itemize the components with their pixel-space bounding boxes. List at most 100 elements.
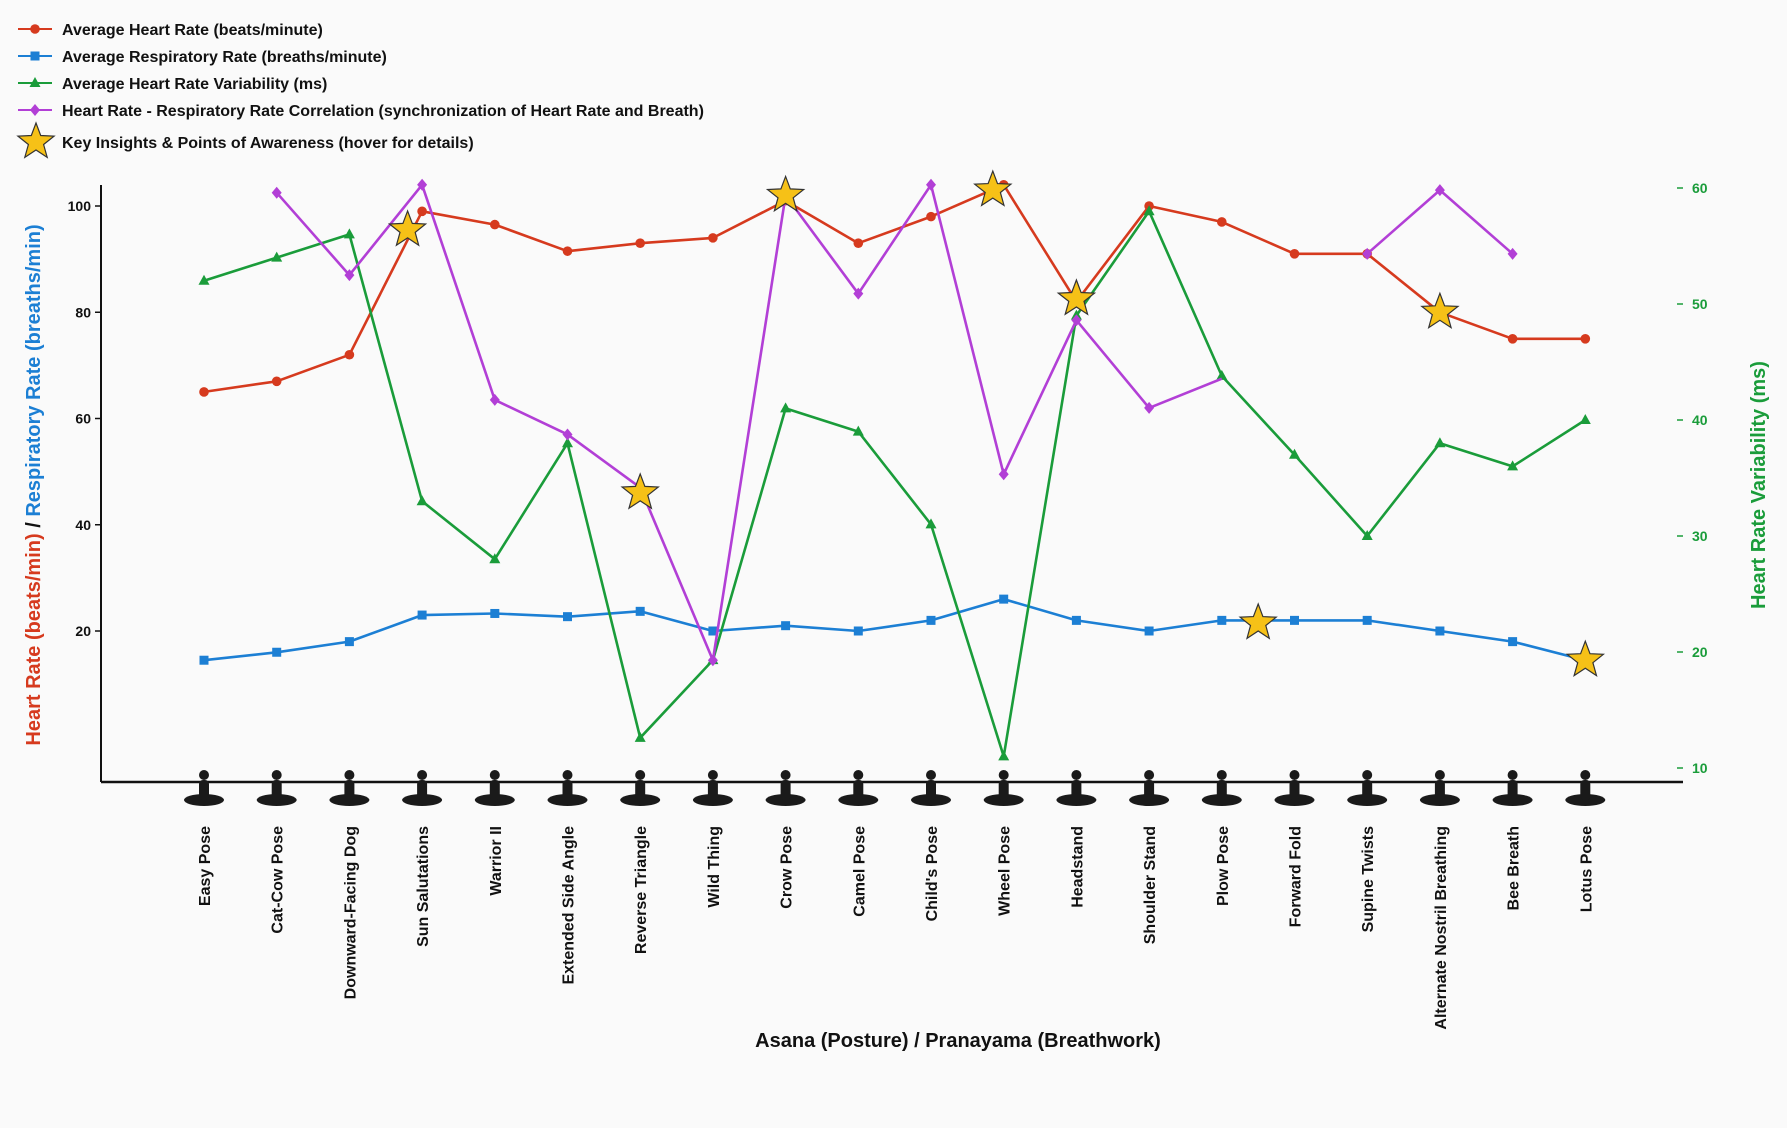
legend-label: Average Respiratory Rate (breaths/minute…	[62, 49, 387, 66]
data-point	[1290, 615, 1299, 625]
category-label: Wheel Pose	[997, 826, 1014, 916]
figure-body	[707, 780, 718, 800]
category-label: Supine Twists	[1360, 826, 1377, 932]
data-point	[1362, 615, 1372, 625]
pose-figure-icon	[911, 770, 951, 806]
figure-head	[1289, 770, 1300, 780]
left-tick-label: 60	[75, 411, 91, 427]
data-point	[1217, 217, 1227, 227]
data-point	[853, 626, 863, 636]
data-point	[999, 594, 1009, 604]
category-label: Bee Breath	[1506, 826, 1523, 910]
data-point	[563, 612, 572, 622]
figure-head	[1071, 770, 1082, 780]
data-point	[417, 178, 428, 191]
star-icon	[16, 121, 56, 159]
data-point	[1434, 437, 1446, 448]
pose-figure-icon	[1129, 770, 1170, 806]
data-point	[562, 437, 573, 448]
insight-star-icon	[1238, 602, 1278, 640]
figure-body	[926, 780, 936, 800]
legend-marker	[29, 77, 41, 87]
legend-label: Key Insights & Points of Awareness (hove…	[62, 135, 474, 152]
figure-body	[271, 780, 282, 800]
data-point	[489, 393, 500, 406]
data-point	[1507, 334, 1518, 344]
right-tick-label: 10	[1692, 760, 1708, 776]
data-point	[271, 251, 283, 262]
series-line	[203, 209, 1586, 758]
category-label: Extended Side Angle	[561, 826, 578, 985]
data-point	[199, 655, 209, 665]
legend-marker	[30, 104, 40, 116]
data-point	[781, 621, 791, 631]
pose-figure-icon	[692, 770, 733, 806]
figure-head	[998, 770, 1009, 780]
series-line	[203, 597, 1586, 662]
legend-item-heart-rate-respiratory-rate-co: Heart Rate - Respiratory Rate Correlatio…	[18, 103, 704, 120]
figure-body	[853, 780, 864, 800]
data-point	[1071, 314, 1082, 327]
category-label: Forward Fold	[1288, 826, 1305, 927]
series-average-heart-rate-variability	[198, 205, 1591, 761]
x-axis-title: Asana (Posture) / Pranayama (Breathwork)	[755, 1030, 1161, 1052]
figure-body	[1289, 780, 1300, 800]
right-y-axis-title: Heart Rate Variability (ms)	[1748, 361, 1770, 609]
legend-label: Average Heart Rate (beats/minute)	[62, 22, 323, 39]
data-point	[1507, 247, 1518, 260]
data-point	[1289, 448, 1300, 459]
figure-body	[998, 780, 1009, 800]
figure-head	[635, 770, 646, 780]
data-point	[1579, 414, 1591, 424]
left-tick-label: 100	[68, 198, 92, 214]
left-tick-label: 80	[75, 304, 91, 320]
category-label: Warrior II	[488, 826, 505, 896]
data-point	[1435, 626, 1445, 636]
series-heart-rate-respiratory-rate-co	[271, 178, 1518, 667]
data-point	[1144, 626, 1154, 636]
category-label: Cat-Cow Pose	[270, 826, 287, 934]
data-point	[998, 750, 1010, 761]
series-line	[275, 183, 1223, 662]
figure-body	[417, 780, 428, 800]
insight-star-icon	[620, 472, 660, 510]
figure-head	[1580, 770, 1591, 780]
data-point	[926, 178, 936, 191]
data-point	[562, 428, 573, 441]
data-point	[998, 468, 1009, 481]
data-point	[926, 615, 936, 625]
pose-figure-icon	[1565, 770, 1606, 806]
data-point	[1144, 401, 1155, 414]
figure-body	[1216, 780, 1227, 800]
figure-body	[1071, 780, 1082, 800]
pose-figure-icon	[256, 770, 297, 806]
right-tick-label: 50	[1692, 296, 1708, 312]
series-average-respiratory-rate-breat	[199, 594, 1590, 665]
category-label: Downward-Facing Dog	[342, 826, 359, 999]
data-point	[707, 654, 718, 667]
insight-stars	[387, 169, 1606, 677]
series-line	[203, 183, 1586, 394]
category-label: Reverse Triangle	[633, 826, 650, 954]
data-point	[634, 731, 646, 742]
insight-star-icon	[973, 169, 1013, 207]
data-point	[1362, 247, 1373, 260]
data-point	[344, 269, 355, 282]
data-point	[1580, 334, 1591, 344]
data-point	[708, 626, 718, 636]
legend-item-average-respiratory-rate-breat: Average Respiratory Rate (breaths/minute…	[18, 49, 387, 66]
legend-marker	[30, 51, 40, 61]
category-label: Lotus Pose	[1578, 826, 1595, 912]
figure-head	[1362, 770, 1373, 780]
right-tick-label: 40	[1692, 412, 1708, 428]
figure-head	[344, 770, 355, 780]
category-labels: Easy Pose Cat-Cow Pose Downward-Facing Dog…	[197, 826, 1595, 1030]
data-point	[1361, 530, 1373, 540]
data-point	[1143, 205, 1155, 216]
category-label: Headstand	[1069, 826, 1086, 908]
figure-head	[199, 770, 209, 780]
figure-body	[1362, 780, 1373, 800]
pose-figure-icon	[983, 770, 1024, 806]
figure-head	[926, 770, 936, 780]
figure-body	[199, 780, 209, 800]
